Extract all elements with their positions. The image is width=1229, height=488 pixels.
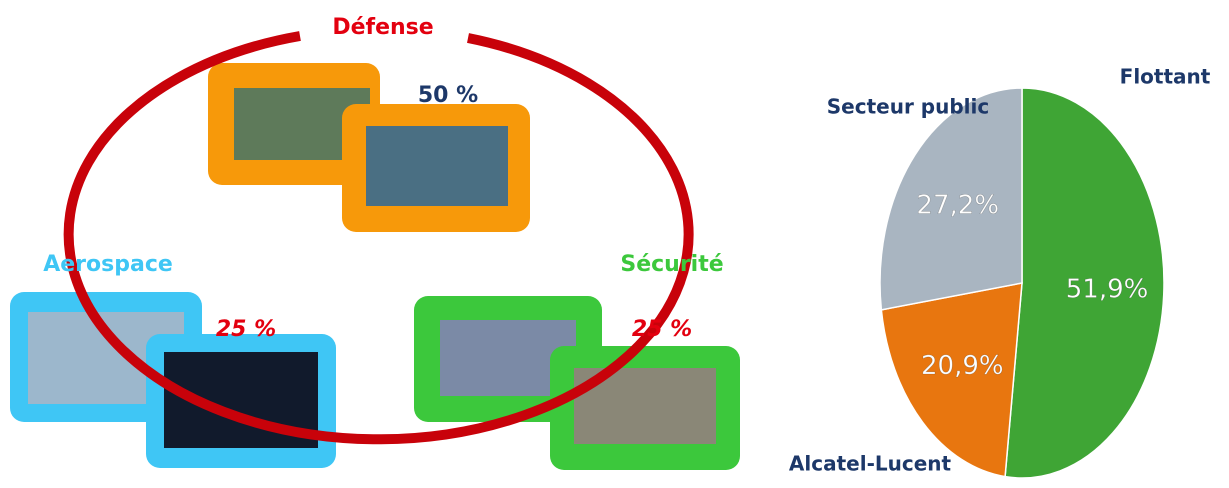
category-label: Flottant [1120,65,1211,89]
photo [366,126,508,206]
sector-label: Sécurité [620,252,723,277]
sector-share: 25 % [216,317,276,342]
category-label: Secteur public [827,95,989,119]
value-label: 27,2% [916,191,999,221]
sector-label: Défense [332,15,433,40]
value-label: 20,9% [921,351,1004,381]
category-label: Alcatel-Lucent [789,452,952,476]
value-label: 51,9% [1066,274,1149,304]
sector-label: Aerospace [43,252,173,277]
sector-share: 50 % [418,83,478,108]
pie-chart: 51,9% Flottant 20,9% Alcatel-Lucent 27,2% Sec… [789,65,1211,478]
slide: Défense 50 % Aerospace 25 % Sécurité 25 … [0,0,1229,488]
sector-share: 25 % [632,317,692,342]
